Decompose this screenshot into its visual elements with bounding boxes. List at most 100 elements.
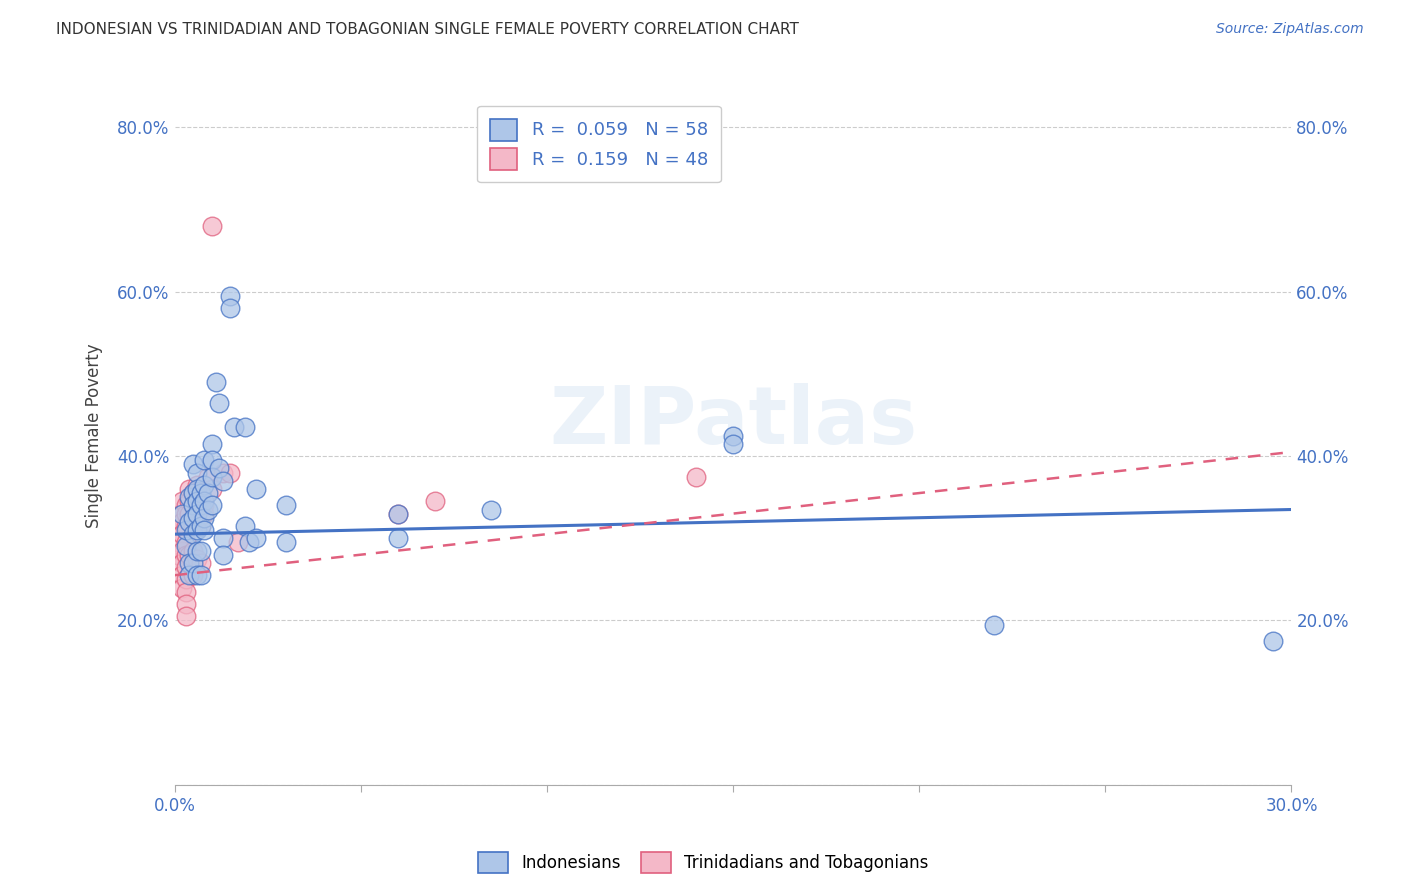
Point [174,597,197,611]
Point [721,428,744,442]
Point [201,453,224,467]
Point [181,543,204,558]
Point [170,527,193,541]
Point [170,494,193,508]
Point [181,499,204,513]
Point [208,461,231,475]
Point [197,502,219,516]
Text: ZIPatlas: ZIPatlas [548,383,917,460]
Point [174,572,197,586]
Point [174,609,197,624]
Text: INDONESIAN VS TRINIDADIAN AND TOBAGONIAN SINGLE FEMALE POVERTY CORRELATION CHART: INDONESIAN VS TRINIDADIAN AND TOBAGONIAN… [56,22,799,37]
Point [186,490,208,504]
Point [186,482,208,496]
Legend: Indonesians, Trinidadians and Tobagonians: Indonesians, Trinidadians and Tobagonian… [471,846,935,880]
Point [181,510,204,524]
Point [212,548,235,562]
Point [1261,634,1284,648]
Point [186,519,208,533]
Point [233,519,256,533]
Point [174,519,197,533]
Point [170,543,193,558]
Point [179,548,201,562]
Point [685,469,707,483]
Point [186,494,208,508]
Point [170,515,193,529]
Point [174,535,197,549]
Point [201,219,224,233]
Point [245,482,267,496]
Point [179,482,201,496]
Point [193,453,215,467]
Point [190,519,212,533]
Point [179,556,201,570]
Point [181,527,204,541]
Point [219,301,242,316]
Point [387,531,409,545]
Point [179,494,201,508]
Point [193,523,215,537]
Point [190,556,212,570]
Point [167,519,190,533]
Point [181,519,204,533]
Point [174,523,197,537]
Point [190,543,212,558]
Point [224,420,246,434]
Point [425,494,447,508]
Point [174,560,197,574]
Point [197,469,219,483]
Point [190,568,212,582]
Point [983,617,1005,632]
Point [170,568,193,582]
Point [170,581,193,595]
Point [181,486,204,500]
Point [170,556,193,570]
Point [170,507,193,521]
Point [174,548,197,562]
Point [174,499,197,513]
Point [186,523,208,537]
Point [201,437,224,451]
Point [181,556,204,570]
Point [387,507,409,521]
Point [201,469,224,483]
Point [186,466,208,480]
Point [179,490,201,504]
Point [181,499,204,513]
Point [201,482,224,496]
Point [186,543,208,558]
Point [193,499,215,513]
Point [233,420,256,434]
Point [276,499,298,513]
Point [721,437,744,451]
Point [276,535,298,549]
Point [479,502,502,516]
Point [167,535,190,549]
Point [219,289,242,303]
Point [193,494,215,508]
Point [245,531,267,545]
Point [186,551,208,566]
Point [204,375,226,389]
Point [181,486,204,500]
Point [201,499,224,513]
Point [179,507,201,521]
Point [193,478,215,492]
Point [193,507,215,521]
Point [181,458,204,472]
Y-axis label: Single Female Poverty: Single Female Poverty [86,343,103,528]
Point [226,535,249,549]
Point [181,568,204,582]
Point [208,395,231,409]
Point [174,540,197,554]
Point [186,568,208,582]
Point [170,507,193,521]
Point [387,507,409,521]
Legend: R =  0.059   N = 58, R =  0.159   N = 48: R = 0.059 N = 58, R = 0.159 N = 48 [478,106,720,183]
Point [238,535,260,549]
Point [190,486,212,500]
Point [190,519,212,533]
Point [174,584,197,599]
Point [174,507,197,521]
Text: Source: ZipAtlas.com: Source: ZipAtlas.com [1216,22,1364,37]
